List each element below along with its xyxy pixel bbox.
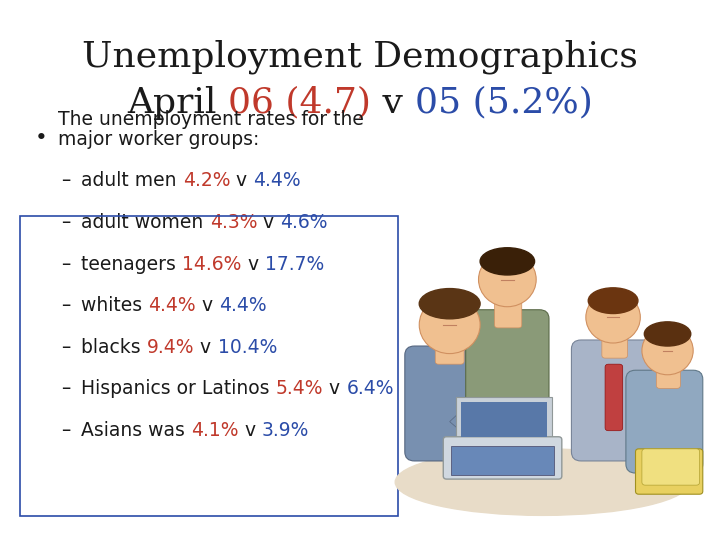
Text: 4.1%: 4.1% — [192, 421, 239, 440]
Text: 4.6%: 4.6% — [280, 213, 328, 232]
Text: The unemployment rates for the: The unemployment rates for the — [58, 110, 364, 130]
FancyBboxPatch shape — [495, 301, 522, 328]
Text: –: – — [61, 296, 71, 315]
Text: •: • — [35, 127, 48, 148]
Polygon shape — [456, 397, 552, 440]
Text: teenagers: teenagers — [81, 254, 182, 274]
Ellipse shape — [419, 288, 480, 319]
FancyBboxPatch shape — [642, 449, 700, 485]
FancyBboxPatch shape — [444, 437, 562, 479]
Text: April: April — [127, 86, 228, 119]
FancyBboxPatch shape — [451, 446, 554, 475]
Text: –: – — [61, 254, 71, 274]
Text: 4.3%: 4.3% — [210, 213, 257, 232]
FancyBboxPatch shape — [436, 337, 464, 364]
Text: 3.9%: 3.9% — [262, 421, 309, 440]
Text: 10.4%: 10.4% — [217, 338, 277, 357]
Circle shape — [479, 252, 536, 307]
Circle shape — [642, 326, 693, 375]
Circle shape — [586, 292, 640, 343]
Text: v: v — [242, 254, 265, 274]
Text: 4.4%: 4.4% — [219, 296, 267, 315]
Text: v: v — [239, 421, 262, 440]
Circle shape — [419, 296, 480, 354]
Text: v: v — [323, 379, 346, 399]
Text: v: v — [257, 213, 280, 232]
Text: 06 (4.7): 06 (4.7) — [228, 86, 372, 119]
Ellipse shape — [480, 248, 534, 275]
Polygon shape — [450, 413, 491, 452]
Text: major worker groups:: major worker groups: — [58, 130, 260, 149]
Text: Unemployment Demographics: Unemployment Demographics — [82, 39, 638, 74]
Text: 4.2%: 4.2% — [183, 171, 230, 191]
FancyBboxPatch shape — [572, 340, 654, 461]
Text: v: v — [196, 296, 219, 315]
FancyBboxPatch shape — [466, 310, 549, 443]
Polygon shape — [508, 403, 526, 434]
Text: –: – — [61, 379, 71, 399]
FancyBboxPatch shape — [636, 449, 703, 494]
Text: 4.4%: 4.4% — [253, 171, 301, 191]
Text: 14.6%: 14.6% — [182, 254, 242, 274]
Text: 05 (5.2%): 05 (5.2%) — [415, 86, 593, 119]
FancyBboxPatch shape — [626, 370, 703, 473]
FancyBboxPatch shape — [602, 334, 628, 358]
Text: 5.4%: 5.4% — [276, 379, 323, 399]
Text: adult men: adult men — [81, 171, 183, 191]
Text: Hispanics or Latinos: Hispanics or Latinos — [81, 379, 276, 399]
Ellipse shape — [588, 288, 638, 314]
Text: 9.4%: 9.4% — [147, 338, 194, 357]
Text: –: – — [61, 213, 71, 232]
Text: 6.4%: 6.4% — [346, 379, 394, 399]
FancyBboxPatch shape — [657, 366, 680, 388]
Ellipse shape — [644, 322, 690, 346]
Text: v: v — [230, 171, 253, 191]
FancyBboxPatch shape — [605, 364, 623, 431]
Text: 17.7%: 17.7% — [265, 254, 324, 274]
Text: blacks: blacks — [81, 338, 147, 357]
Text: –: – — [61, 171, 71, 191]
FancyBboxPatch shape — [405, 346, 495, 461]
Text: –: – — [61, 421, 71, 440]
Text: adult women: adult women — [81, 213, 210, 232]
Text: whites: whites — [81, 296, 148, 315]
Text: v: v — [194, 338, 217, 357]
Text: 4.4%: 4.4% — [148, 296, 196, 315]
Text: Asians was: Asians was — [81, 421, 192, 440]
Text: v: v — [372, 86, 415, 119]
Text: –: – — [61, 338, 71, 357]
Polygon shape — [461, 402, 547, 437]
Ellipse shape — [395, 449, 690, 515]
